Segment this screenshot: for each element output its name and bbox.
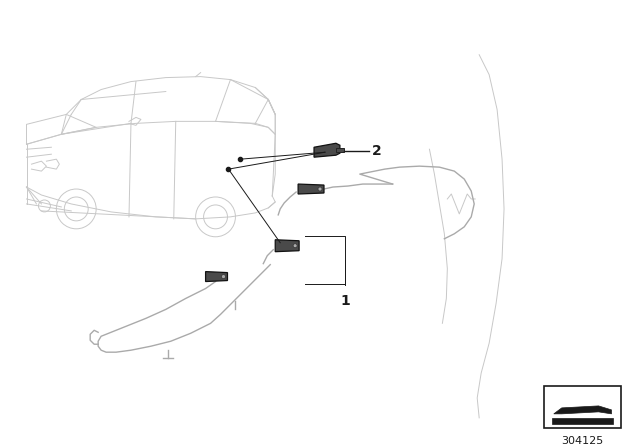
Circle shape [293,244,297,248]
Polygon shape [336,148,344,152]
Text: 1: 1 [340,294,349,309]
Polygon shape [314,143,340,157]
Bar [552,418,614,424]
Polygon shape [205,271,227,281]
Polygon shape [554,406,611,414]
Circle shape [221,275,225,279]
Bar [544,386,621,428]
Circle shape [318,187,322,191]
Text: 2: 2 [372,144,381,158]
Polygon shape [298,184,324,194]
Text: 304125: 304125 [561,436,604,446]
Polygon shape [275,240,299,252]
